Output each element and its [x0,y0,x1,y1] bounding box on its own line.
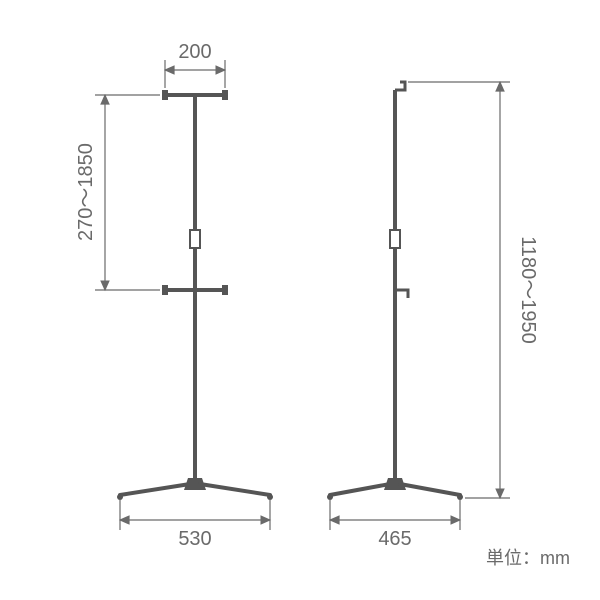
dim-total-height: 1180～1950 [408,82,539,498]
side-view [327,82,463,500]
dim-adj-height: 270～1850 [75,95,160,290]
dim-adj-height-label: 270～1850 [75,143,97,241]
dim-base-width-front: 530 [120,500,270,550]
dim-base-width-front-label: 530 [178,528,211,550]
dim-top-width: 200 [165,41,225,88]
front-view [117,90,273,500]
dim-base-width-side-label: 465 [378,528,411,550]
unit-label: 単位：mm [486,544,570,570]
dim-total-height-label: 1180～1950 [517,236,539,344]
dimension-diagram: 200 270～1850 530 465 [0,0,600,600]
dim-base-width-side: 465 [330,500,460,550]
dim-top-width-label: 200 [178,41,211,63]
